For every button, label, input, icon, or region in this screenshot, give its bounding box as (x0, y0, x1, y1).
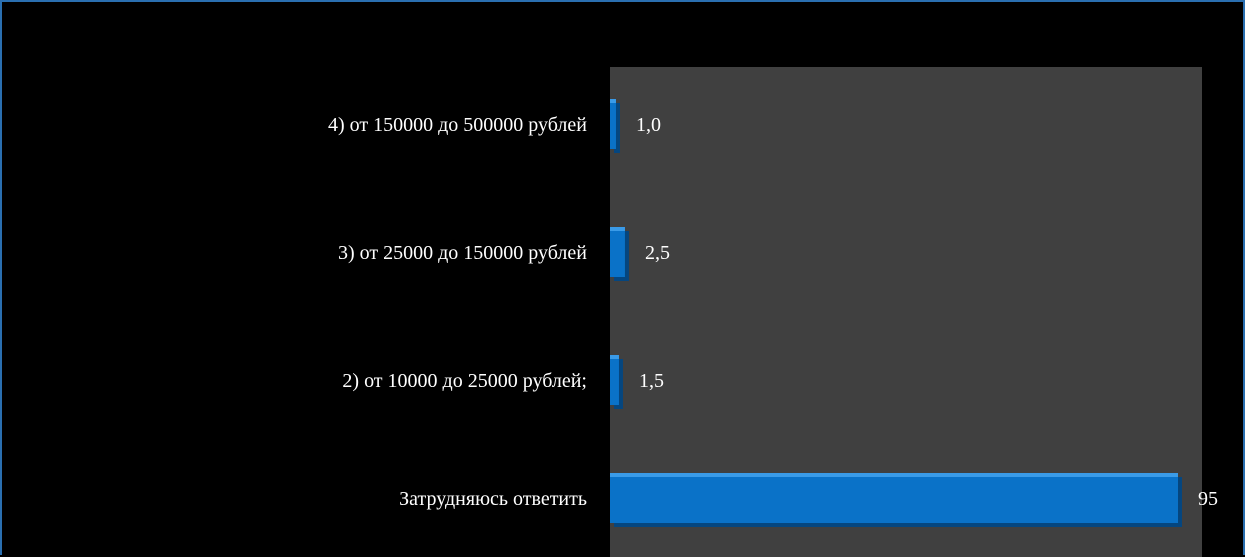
bar-highlight (610, 99, 616, 103)
bar-highlight (610, 355, 619, 359)
bar-3 (610, 355, 623, 409)
labels-layer: 4) от 150000 до 500000 рублей 1,0 3) от 25… (328, 114, 1218, 510)
bar-2 (610, 227, 629, 281)
bar-1 (610, 99, 620, 153)
bars-layer (610, 99, 1182, 527)
value-label: 95 (1198, 488, 1218, 510)
category-label: 4) от 150000 до 500000 рублей (328, 114, 587, 136)
bar-4 (610, 473, 1182, 527)
bar-face (610, 355, 619, 405)
category-label: 3) от 25000 до 150000 рублей (338, 242, 587, 264)
value-label: 1,0 (636, 114, 661, 136)
value-label: 2,5 (645, 242, 670, 264)
category-label: Затрудняюсь ответить (399, 488, 587, 510)
bar-bevel (614, 103, 620, 153)
bar-face (610, 99, 616, 149)
value-label: 1,5 (639, 370, 664, 392)
bar-face (610, 227, 625, 277)
bar-highlight (610, 227, 625, 231)
bar-highlight (610, 473, 1178, 477)
bar-face (610, 473, 1178, 523)
category-label: 2) от 10000 до 25000 рублей; (342, 370, 587, 392)
